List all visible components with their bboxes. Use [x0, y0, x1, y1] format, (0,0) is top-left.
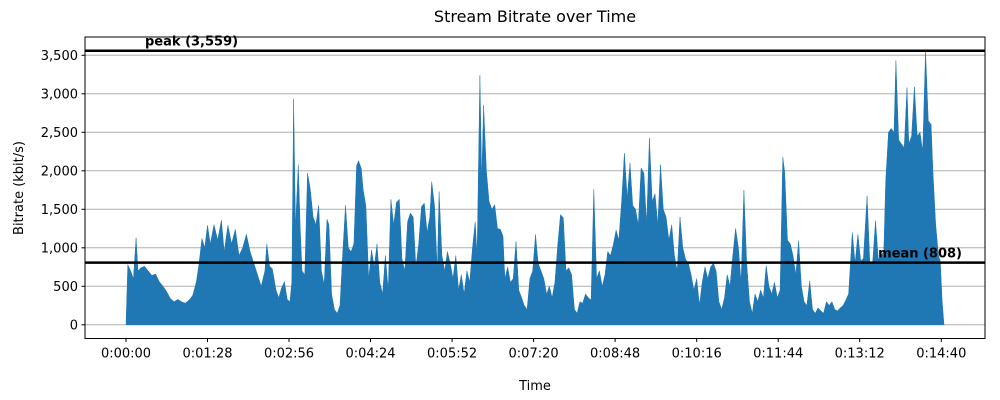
x-tick-label: 0:11:44: [753, 347, 803, 362]
series-layer: [125, 50, 945, 326]
x-tick-label: 0:13:12: [835, 347, 885, 362]
x-tick-label: 0:08:48: [590, 347, 640, 362]
x-tick-label: 0:04:24: [345, 347, 395, 362]
x-tick-label: 0:10:16: [672, 347, 722, 362]
x-axis-label: Time: [518, 379, 551, 394]
bitrate-area-series: [125, 50, 945, 326]
plot-border: [84, 36, 986, 339]
y-tick-label: 3,000: [41, 87, 78, 102]
chart-title: Stream Bitrate over Time: [434, 7, 636, 26]
axis-ticks: 0:00:00 0:01:28 0:02:56 0:04:24 0:05:52 0:07:…: [41, 49, 967, 362]
y-tick-label: 3,500: [41, 49, 78, 64]
x-tick-label: 0:01:28: [182, 347, 232, 362]
annotation-lines: [85, 49, 985, 264]
x-tick-label: 0:05:52: [427, 347, 477, 362]
y-tick-label: 2,500: [41, 126, 78, 141]
x-tick-label: 0:14:40: [916, 347, 966, 362]
y-tick-label: 1,500: [41, 203, 78, 218]
x-tick-label: 0:02:56: [264, 347, 314, 362]
mean-label: mean (808): [878, 247, 962, 262]
peak-label: peak (3,559): [145, 35, 238, 50]
annotation-labels: peak (3,559) mean (808): [145, 35, 962, 262]
x-tick-label: 0:07:20: [509, 347, 559, 362]
plot-frame: [84, 36, 986, 339]
y-axis-label: Bitrate (kbit/s): [12, 141, 27, 235]
y-tick-label: 500: [53, 280, 78, 295]
y-tick-label: 1,000: [41, 241, 78, 256]
y-tick-label: 2,000: [41, 164, 78, 179]
x-tick-label: 0:00:00: [101, 347, 151, 362]
y-tick-label: 0: [70, 318, 78, 333]
